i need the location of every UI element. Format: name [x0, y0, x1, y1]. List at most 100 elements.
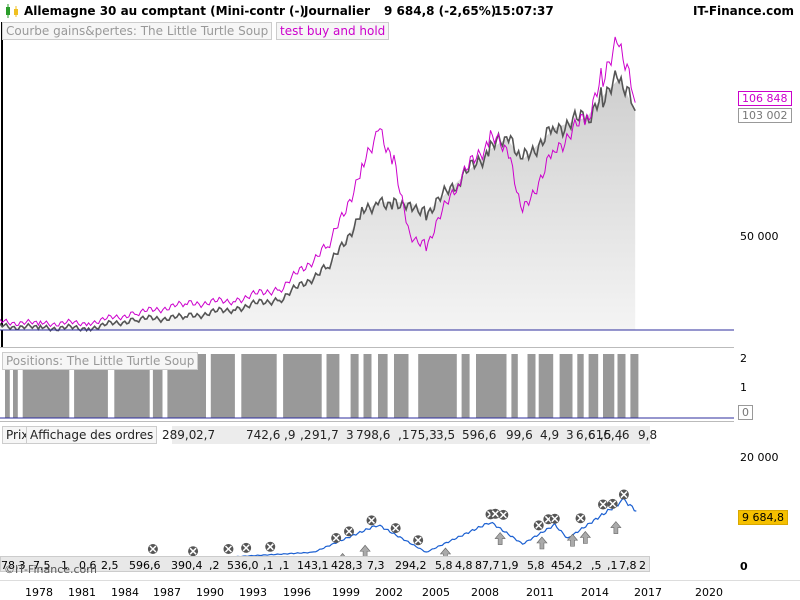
pos-val: 596,6	[462, 428, 497, 442]
positions-axis: 2 1 0	[734, 352, 800, 422]
position-bar	[559, 354, 573, 418]
exit-cross	[576, 514, 585, 522]
equity-value-box: 103 002	[738, 108, 792, 123]
exit-cross	[242, 544, 250, 552]
exit-marker	[549, 513, 560, 524]
position-bar	[210, 354, 235, 418]
exit-marker	[598, 499, 609, 510]
axis-label-50000: 50 000	[740, 230, 779, 243]
order-val: 5,8	[527, 559, 545, 572]
equity-chart	[0, 22, 734, 347]
order-val: ,5	[591, 559, 602, 572]
entry-arrow	[494, 532, 506, 545]
position-bar	[461, 354, 470, 418]
order-val: 294,2	[395, 559, 427, 572]
positions-panel[interactable]: Positions: The Little Turtle Soup	[0, 352, 734, 422]
exit-marker	[607, 498, 618, 509]
price-axis: 20 000 9 684,8 0	[734, 426, 800, 580]
order-val: 2,5	[101, 559, 119, 572]
period-label[interactable]: Journalier	[304, 4, 371, 18]
position-bar	[394, 354, 409, 418]
exit-marker	[331, 533, 342, 543]
exit-marker	[618, 489, 629, 500]
exit-cross	[189, 547, 197, 555]
order-val: 536,0	[227, 559, 259, 572]
order-val: 1,9	[501, 559, 519, 572]
year-label: 1981	[68, 586, 96, 599]
year-label: 1999	[332, 586, 360, 599]
exit-cross	[535, 521, 543, 529]
order-val: 7,3	[367, 559, 385, 572]
position-bar	[588, 354, 599, 418]
top-bar: Allemagne 30 au comptant (Mini-contr (-)…	[0, 0, 800, 22]
exit-marker	[413, 535, 424, 546]
exit-cross	[491, 510, 499, 518]
exit-marker	[490, 508, 501, 519]
pos-val: 3	[566, 428, 574, 442]
year-label: 2011	[526, 586, 554, 599]
pos-val: 798,6	[356, 428, 391, 442]
equity-area	[0, 78, 636, 330]
exit-cross	[414, 536, 422, 544]
year-label: 2017	[634, 586, 662, 599]
buyhold-label[interactable]: test buy and hold	[276, 22, 390, 40]
instrument-title[interactable]: Allemagne 30 au comptant (Mini-contr (-)	[24, 4, 305, 18]
order-val: 87,7	[475, 559, 500, 572]
pos-val: 4,9	[540, 428, 560, 442]
position-bar	[538, 354, 554, 418]
order-val: 7,5	[33, 559, 51, 572]
entry-arrow	[536, 536, 548, 550]
pos-val: ,5	[600, 428, 612, 442]
price-value-box: 9 684,8	[738, 510, 788, 525]
position-bar	[617, 354, 626, 418]
pos-val: ,6	[584, 428, 596, 442]
axis-label-20000: 20 000	[740, 451, 779, 464]
positions-tick-2: 2	[740, 352, 747, 365]
position-bar	[511, 354, 518, 418]
exit-cross	[332, 534, 340, 542]
price-line	[4, 497, 637, 564]
candlestick-icon	[6, 4, 18, 18]
price-change: 9 684,8 (-2,65%)	[384, 4, 497, 18]
year-label: 2014	[581, 586, 609, 599]
position-bar	[577, 354, 584, 418]
equity-panel[interactable]: Courbe gains&pertes: The Little Turtle S…	[0, 22, 734, 348]
entry-arrow	[579, 531, 591, 544]
pos-val: 75,3	[410, 428, 437, 442]
price-panel[interactable]: Prix Affichage des ordres 289,0 2,7 742,…	[0, 426, 734, 580]
exit-cross	[551, 515, 559, 523]
exit-cross	[499, 511, 507, 519]
positions-panel-label[interactable]: Positions: The Little Turtle Soup	[2, 352, 199, 370]
positions-value-box: 0	[738, 405, 753, 420]
year-label: 2002	[375, 586, 403, 599]
exit-cross	[599, 500, 607, 508]
pos-val: 99,6	[506, 428, 533, 442]
order-val: ,1	[607, 559, 618, 572]
exit-marker	[344, 526, 355, 537]
position-values-strip: 289,0 2,7 742,6 ,9 ,2 91,7 3 798,6 ,1 75…	[162, 426, 657, 444]
pos-val: 616,4	[588, 428, 623, 442]
entry-arrow	[566, 533, 579, 547]
buyhold-value-box: 106 848	[738, 91, 792, 106]
order-val: 428,3	[331, 559, 363, 572]
exit-cross	[345, 527, 353, 535]
price-label[interactable]: Prix	[2, 426, 33, 444]
pos-val: 2,7	[196, 428, 216, 442]
order-val: ,1	[263, 559, 274, 572]
exit-cross	[609, 500, 617, 508]
exit-cross	[224, 545, 232, 553]
orders-label[interactable]: Affichage des ordres	[26, 426, 158, 444]
brand-label: IT-Finance.com	[692, 4, 794, 18]
orders-strip: 78,3 7,5 1 0,6 2,5 596,6 390,4 ,2 536,0 …	[0, 556, 650, 572]
time-label: 15:07:37	[494, 4, 554, 18]
order-val: 143,1	[297, 559, 329, 572]
order-val: ,1	[279, 559, 290, 572]
pos-val: ,6	[618, 428, 630, 442]
position-bar	[378, 354, 388, 418]
order-val: 454,2	[551, 559, 583, 572]
order-val: 7,8	[619, 559, 637, 572]
position-bar	[326, 354, 340, 418]
order-val: 78,3	[1, 559, 26, 572]
equity-panel-label[interactable]: Courbe gains&pertes: The Little Turtle S…	[2, 22, 273, 40]
position-bar	[5, 354, 10, 418]
